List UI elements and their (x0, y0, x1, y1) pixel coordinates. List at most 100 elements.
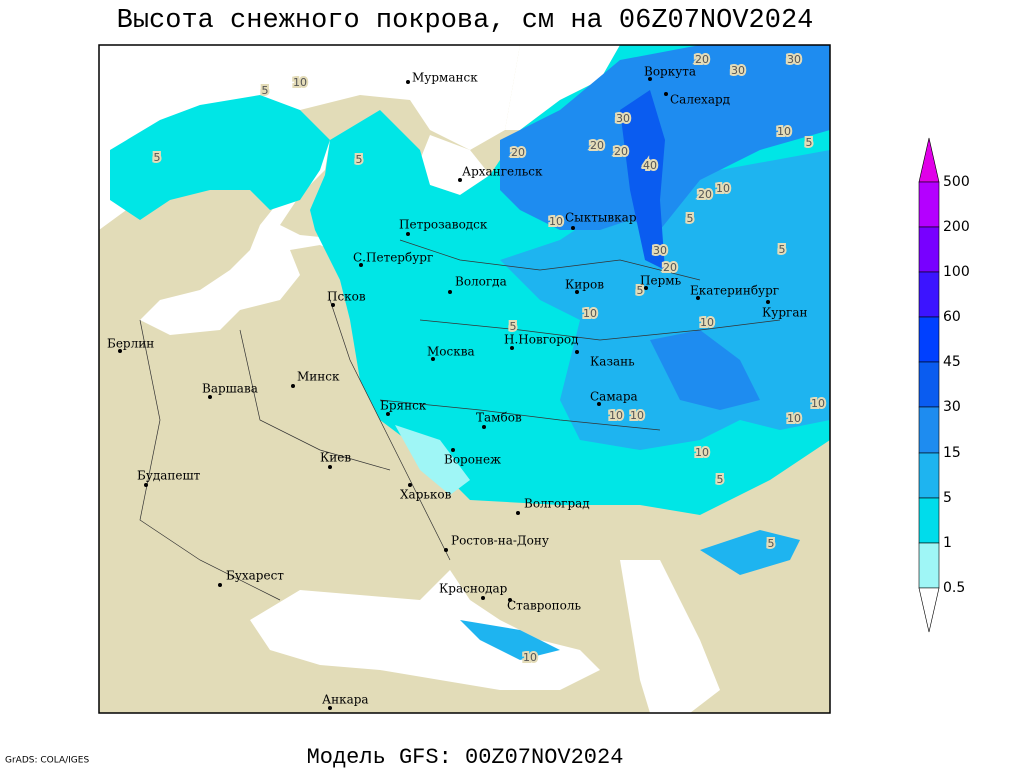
contour-label: 5 (768, 537, 775, 550)
contour-label: 10 (609, 409, 623, 422)
city-dot (571, 226, 575, 230)
legend-label: 45 (943, 354, 961, 370)
caspian-sea (620, 560, 720, 713)
city-dot (575, 350, 579, 354)
city-dot (481, 596, 485, 600)
contour-label: 5 (356, 153, 363, 166)
contour-label: 5 (717, 473, 724, 486)
city-dot (508, 598, 512, 602)
city-dot (451, 448, 455, 452)
city-label: Петрозаводск (399, 218, 488, 232)
city-label: Берлин (107, 337, 154, 351)
city-dot (597, 402, 601, 406)
map-frame (98, 44, 831, 714)
city-label: Краснодар (439, 582, 508, 596)
contour-label: 5 (779, 243, 786, 256)
contour-label: 20 (614, 145, 628, 158)
contour-label: 30 (653, 244, 667, 257)
city-label: Будапешт (137, 469, 201, 483)
city-dot (482, 425, 486, 429)
contour-label: 10 (716, 182, 730, 195)
contour-label: 10 (700, 316, 714, 329)
city-label: Самара (590, 390, 638, 404)
city-label: Киев (320, 451, 351, 465)
city-label: Курган (762, 306, 807, 320)
city-dot (118, 349, 122, 353)
credit: GrADS: COLA/IGES (5, 756, 89, 766)
city-label: Брянск (380, 399, 427, 413)
contour-label: 20 (663, 261, 677, 274)
city-dot (359, 263, 363, 267)
city-label: Екатеринбург (690, 284, 779, 298)
contour-label: 5 (637, 284, 644, 297)
legend-swatch (918, 361, 940, 408)
contour-label: 10 (523, 651, 537, 664)
city-label: Варшава (202, 382, 258, 396)
legend-swatch (918, 452, 940, 499)
legend-swatch (918, 316, 940, 363)
city-label: Пермь (640, 274, 682, 288)
contour-label: 10 (695, 446, 709, 459)
city-label: Волгоград (524, 497, 590, 511)
city-label: Харьков (400, 488, 452, 502)
contour-label: 10 (787, 412, 801, 425)
snow-30-45 (620, 90, 665, 270)
contour-label: 20 (511, 146, 525, 159)
borders (139, 239, 781, 601)
white-sea (420, 135, 490, 195)
city-dot (664, 92, 668, 96)
colorbar (918, 137, 940, 633)
city-dot (208, 395, 212, 399)
snow-15-30 (500, 45, 830, 230)
city-label: С.Петербург (353, 251, 433, 265)
snow-scandinavia (110, 95, 330, 220)
city-dot (516, 511, 520, 515)
city-dot (431, 357, 435, 361)
legend-label: 5 (943, 490, 952, 506)
city-dot (386, 412, 390, 416)
legend-label: 100 (943, 264, 970, 280)
snow-caucasus (460, 620, 560, 660)
city-dot (406, 232, 410, 236)
legend-label: 500 (943, 174, 970, 190)
legend-swatch (918, 542, 940, 589)
snow-0-5 (395, 425, 470, 495)
arctic-sea (99, 45, 520, 230)
city-label: Вологда (455, 275, 507, 289)
city-label: Сыктывкар (565, 211, 637, 225)
city-label: Киров (565, 278, 604, 292)
legend-label: 60 (943, 309, 961, 325)
city-dot (575, 290, 579, 294)
contour-label: 20 (698, 188, 712, 201)
contour-label: 30 (787, 53, 801, 66)
legend-swatch (918, 406, 940, 454)
city-label: Ростов-на-Дону (451, 534, 549, 548)
city-dot (766, 300, 770, 304)
city-dot (444, 548, 448, 552)
city-dot (458, 178, 462, 182)
legend-swatch (918, 137, 940, 183)
city-label: Бухарест (226, 569, 284, 583)
city-dot (331, 303, 335, 307)
legend-swatch (918, 271, 940, 318)
map: 20 30 30 10 5 5 5 30 20 20 20 40 10 10 5… (99, 45, 830, 713)
barents-sea (505, 45, 620, 130)
city-label: Воронеж (444, 453, 501, 467)
city-label: Псков (327, 290, 366, 304)
black-sea (250, 570, 600, 690)
contour-label: 30 (616, 112, 630, 125)
city-dot (510, 346, 514, 350)
title: Высота снежного покрова, см на 06Z07NOV2… (117, 6, 814, 36)
city-dot (218, 583, 222, 587)
city-label: Архангельск (462, 165, 543, 179)
contour-label: 10 (811, 397, 825, 410)
contour-label: 5 (806, 136, 813, 149)
cities: Мурманск Воркута Салехард Архангельск Сы… (107, 65, 807, 710)
city-dot (291, 384, 295, 388)
city-dot (406, 80, 410, 84)
city-label: Ставрополь (507, 599, 581, 613)
city-label: Анкара (322, 693, 369, 707)
city-label: Тамбов (476, 411, 522, 425)
contour-label: 10 (777, 125, 791, 138)
